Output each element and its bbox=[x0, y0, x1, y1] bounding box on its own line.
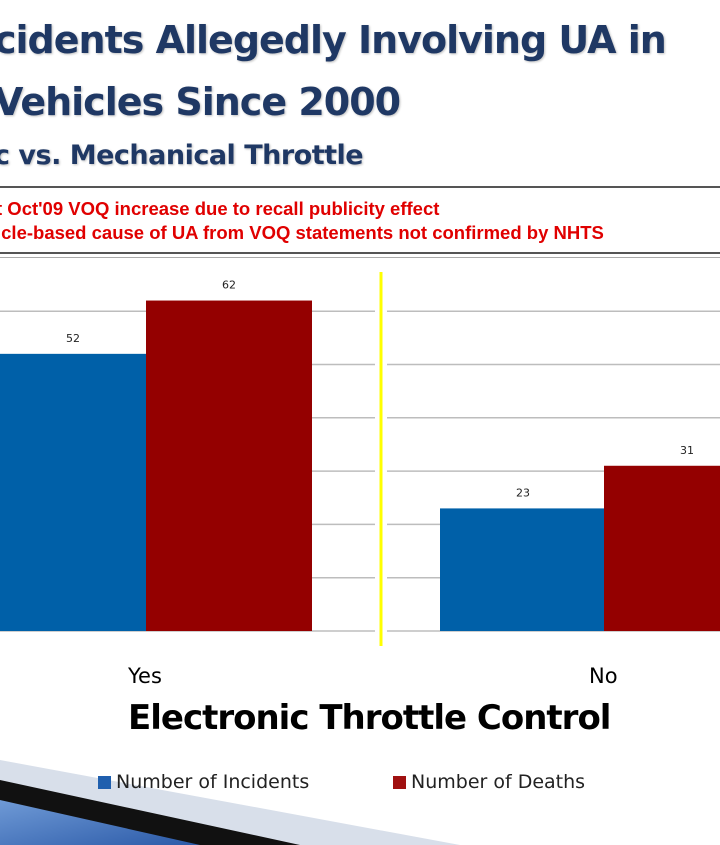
bar-no-incidents bbox=[440, 508, 606, 631]
note-1: t Oct'09 VOQ increase due to recall publ… bbox=[0, 198, 440, 219]
legend-swatch-deaths bbox=[393, 775, 406, 789]
category-label-no: No bbox=[589, 664, 618, 688]
data-label: 52 bbox=[66, 332, 80, 345]
category-label-yes: Yes bbox=[128, 664, 162, 688]
bar-no-deaths bbox=[604, 465, 720, 631]
x-axis-title: Electronic Throttle Control bbox=[128, 698, 611, 738]
chart-subtitle: c vs. Mechanical Throttle bbox=[0, 140, 364, 171]
chart-title-line-1: cidents Allegedly Involving UA in bbox=[0, 18, 667, 62]
legend-label-incidents: Number of Incidents bbox=[116, 771, 310, 793]
chart-title-line-2: Vehicles Since 2000 bbox=[0, 80, 401, 124]
notes-box: t Oct'09 VOQ increase due to recall publ… bbox=[0, 186, 720, 258]
legend-item-incidents: Number of Incidents bbox=[98, 771, 309, 793]
legend-swatch-incidents bbox=[98, 775, 111, 789]
bar-yes-deaths bbox=[146, 300, 312, 631]
data-label: 31 bbox=[680, 444, 694, 457]
legend-item-deaths: Number of Deaths bbox=[393, 771, 585, 793]
slide-decoration-swoosh bbox=[0, 760, 460, 845]
data-label: 62 bbox=[222, 279, 236, 292]
data-label: 23 bbox=[516, 486, 530, 499]
bar-yes-incidents bbox=[0, 353, 146, 631]
note-2: icle-based cause of UA from VOQ statemen… bbox=[0, 222, 604, 243]
legend-label-deaths: Number of Deaths bbox=[411, 771, 586, 793]
